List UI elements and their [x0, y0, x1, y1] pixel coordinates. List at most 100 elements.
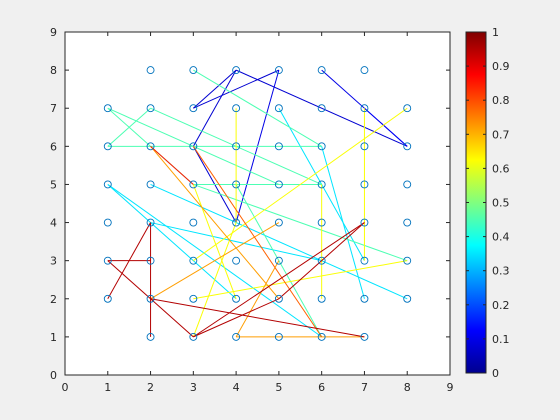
data-point: [274, 332, 283, 341]
data-point: [232, 142, 241, 151]
data-point: [274, 66, 283, 75]
x-tick-label: 7: [361, 381, 368, 394]
data-point: [232, 332, 241, 341]
colorbar-tick-label: 0.4: [492, 231, 510, 244]
data-point: [146, 66, 155, 75]
y-axis: 0 1 2 3 4 5 6 7 8 9: [50, 26, 450, 382]
colorbar-axis: 0 0.1 0.2 0.3 0.4 0.5 0.6 0.7 0.8 0.9 1: [466, 26, 510, 380]
colorbar-tick-label: 0.8: [492, 94, 510, 107]
data-point: [103, 180, 112, 189]
colorbar-tick-label: 0.2: [492, 299, 510, 312]
data-point: [232, 66, 241, 75]
x-tick-label: 9: [447, 381, 454, 394]
graph-edge: [235, 260, 280, 338]
x-tick-label: 8: [404, 381, 411, 394]
data-point: [232, 104, 241, 113]
graph-edge: [150, 146, 280, 300]
y-tick-label: 3: [50, 255, 57, 268]
data-point: [317, 294, 326, 303]
data-point: [189, 294, 198, 303]
x-tick-label: 6: [318, 381, 325, 394]
graph-edge: [235, 69, 408, 147]
data-point: [146, 332, 155, 341]
data-point: [146, 104, 155, 113]
graph-edge: [193, 107, 408, 262]
colorbar-tick-label: 0.5: [492, 197, 510, 210]
marker-layer: [103, 66, 412, 341]
y-tick-label: 8: [50, 64, 57, 77]
data-point: [360, 180, 369, 189]
data-point: [274, 294, 283, 303]
data-point: [403, 104, 412, 113]
graph-edge: [321, 146, 365, 299]
data-point: [317, 256, 326, 265]
data-point: [232, 294, 241, 303]
data-point: [103, 256, 112, 265]
y-tick-label: 6: [50, 140, 57, 153]
y-tick-label: 0: [50, 369, 57, 382]
y-tick-label: 4: [50, 217, 57, 230]
data-point: [360, 256, 369, 265]
graph-edge: [192, 146, 323, 338]
graph-edge: [192, 69, 237, 147]
graph-edge: [150, 298, 194, 338]
y-tick-label: 1: [50, 331, 57, 344]
data-point: [317, 142, 326, 151]
graph-edge: [150, 222, 322, 262]
data-point: [232, 180, 241, 189]
data-point: [189, 142, 198, 151]
x-tick-label: 3: [190, 381, 197, 394]
graph-edge: [150, 183, 408, 300]
data-point: [274, 142, 283, 151]
edge-layer: [107, 69, 408, 338]
data-point: [232, 256, 241, 265]
data-point: [317, 104, 326, 113]
x-tick-label: 1: [104, 381, 111, 394]
data-point: [360, 66, 369, 75]
data-point: [189, 218, 198, 227]
y-tick-label: 2: [50, 293, 57, 306]
data-point: [189, 332, 198, 341]
data-point: [146, 180, 155, 189]
graph-edge: [193, 69, 280, 109]
x-tick-label: 2: [147, 381, 154, 394]
data-point: [274, 180, 283, 189]
graph-edge: [193, 298, 280, 338]
graph-edge: [193, 222, 365, 338]
data-point: [103, 104, 112, 113]
x-tick-label: 4: [233, 381, 240, 394]
graph-edge: [192, 222, 237, 338]
data-point: [360, 294, 369, 303]
data-point: [146, 294, 155, 303]
data-point: [274, 218, 283, 227]
colorbar-tick-label: 0.3: [492, 265, 510, 278]
graph-edge: [193, 69, 237, 109]
data-point: [189, 104, 198, 113]
data-point: [403, 294, 412, 303]
data-point: [317, 180, 326, 189]
data-point: [232, 218, 241, 227]
colorbar-tick-label: 0: [492, 367, 499, 380]
graph-edge: [193, 69, 322, 147]
data-point: [360, 332, 369, 341]
data-point: [103, 142, 112, 151]
data-point: [403, 256, 412, 265]
graph-edge: [107, 260, 151, 300]
colorbar-tick-label: 0.1: [492, 333, 510, 346]
data-point: [146, 256, 155, 265]
colorbar-tick-label: 1: [492, 26, 499, 39]
graph-edge: [150, 145, 194, 185]
colorbar-tick-label: 0.9: [492, 60, 510, 73]
y-tick-label: 9: [50, 26, 57, 39]
data-point: [317, 66, 326, 75]
data-point: [403, 218, 412, 227]
x-tick-label: 5: [275, 381, 282, 394]
graph-edge: [150, 222, 280, 300]
colorbar-tick-label: 0.6: [492, 162, 510, 175]
graph-edge: [278, 222, 365, 300]
data-point: [189, 256, 198, 265]
data-point: [403, 180, 412, 189]
data-point: [189, 180, 198, 189]
y-tick-label: 5: [50, 178, 57, 191]
